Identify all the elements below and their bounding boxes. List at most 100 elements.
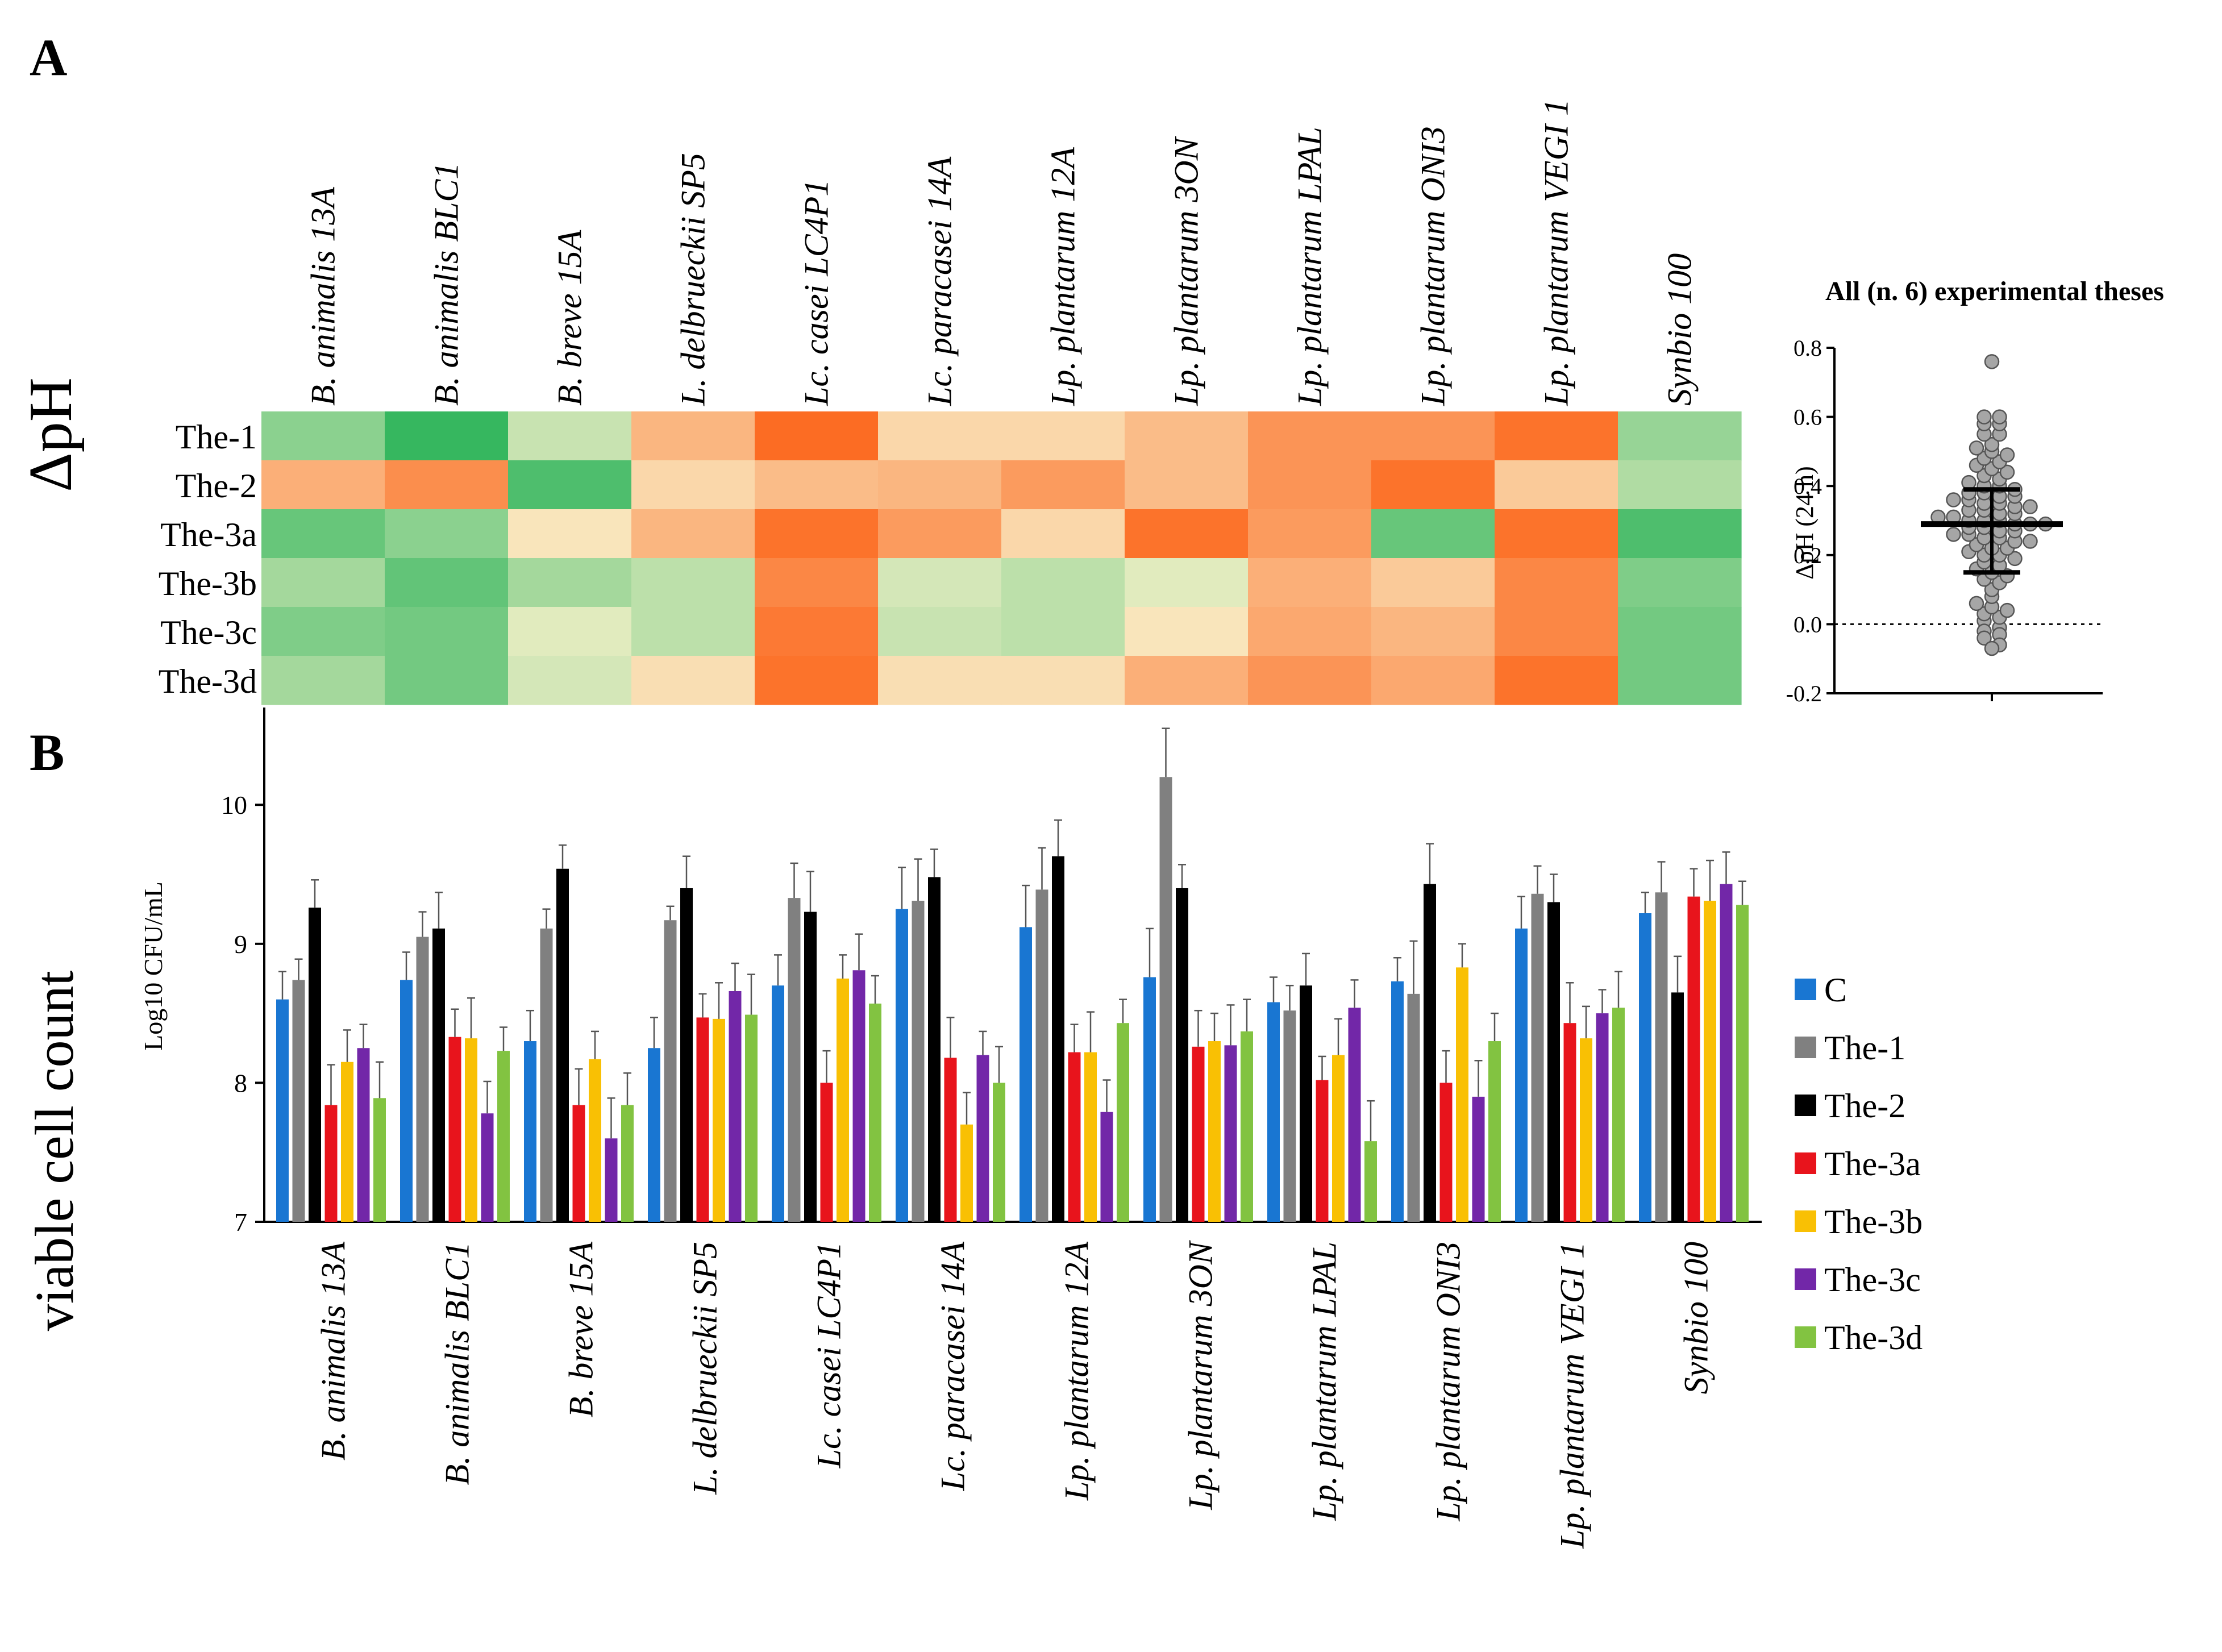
bar-the-3a-lp-plantarum-12a xyxy=(1068,1052,1081,1222)
heatmap-cell-the-3c-lp-plantarum-3on xyxy=(1125,607,1249,656)
heatmap-cell-the-2-l-delbrueckii-sp5 xyxy=(631,460,755,510)
bar-the-1-lc-paracasei-14a xyxy=(912,900,925,1222)
scatter-point xyxy=(1984,354,2000,369)
bar-the-3b-synbio-100 xyxy=(1704,900,1716,1222)
heatmap-cell-the-3d-lp-plantarum-oni3 xyxy=(1371,656,1495,705)
bar-the-1-l-delbrueckii-sp5 xyxy=(664,920,677,1222)
bar-the-3c-lc-casei-lc4p1 xyxy=(852,970,866,1222)
heatmap-row-label: The-3a xyxy=(160,516,257,554)
heatmap-cell-the-1-lp-plantarum-3on xyxy=(1125,411,1249,461)
heatmap-cell-the-3c-l-delbrueckii-sp5 xyxy=(631,607,755,656)
scatter-point xyxy=(1969,596,1984,611)
bar-the-2-b-animalis-13a xyxy=(309,908,321,1222)
scatter-point xyxy=(1999,464,2015,480)
scatter-point xyxy=(2023,499,2038,514)
heatmap-cell-the-2-synbio-100 xyxy=(1618,460,1742,510)
heatmap-cell-the-3b-b-animalis-blc1 xyxy=(385,558,509,607)
panel-b-letter: B xyxy=(30,723,64,781)
heatmap-cell-the-2-lp-plantarum-3on xyxy=(1125,460,1249,510)
heatmap-cell-the-3c-lp-plantarum-lpal xyxy=(1248,607,1372,656)
legend-swatch-c xyxy=(1795,979,1816,1000)
bar-the-2-lp-plantarum-oni3 xyxy=(1424,884,1436,1222)
bar-the-1-lp-plantarum-3on xyxy=(1159,777,1172,1222)
legend-swatch-the-1 xyxy=(1795,1037,1816,1058)
heatmap-column-label: Lc. paracasei 14A xyxy=(921,156,959,406)
heatmap-cell-the-3a-lp-plantarum-12a xyxy=(1001,509,1125,559)
bar-the-3c-lp-plantarum-vegi-1 xyxy=(1596,1013,1609,1222)
heatmap-cell-the-1-lp-plantarum-oni3 xyxy=(1371,411,1495,461)
heatmap-cell-the-2-lp-plantarum-oni3 xyxy=(1371,460,1495,510)
scatter-point xyxy=(2007,551,2023,567)
heatmap-cell-the-3c-lc-casei-lc4p1 xyxy=(755,607,879,656)
bar-the-1-lp-plantarum-lpal xyxy=(1283,1010,1296,1222)
bar-category-label: Lc. casei LC4P1 xyxy=(810,1242,848,1468)
heatmap-cell-the-3a-synbio-100 xyxy=(1618,509,1742,559)
heatmap-cell-the-3d-lp-plantarum-vegi-1 xyxy=(1495,656,1618,705)
heatmap-cell-the-1-synbio-100 xyxy=(1618,411,1742,461)
legend-swatch-the-3a xyxy=(1795,1152,1816,1174)
bar-the-3b-lp-plantarum-oni3 xyxy=(1456,967,1468,1222)
heatmap-column-label: L. delbrueckii SP5 xyxy=(675,153,712,406)
bar-c-lc-paracasei-14a xyxy=(896,909,908,1222)
bar-category-label: Lp. plantarum VEGI 1 xyxy=(1554,1242,1591,1549)
legend-swatch-the-3c xyxy=(1795,1268,1816,1290)
heatmap-cell-the-1-b-animalis-13a xyxy=(261,411,385,461)
scatter-point xyxy=(1999,602,2015,618)
heatmap-cell-the-3a-lc-paracasei-14a xyxy=(878,509,1002,559)
heatmap-cell-the-1-lp-plantarum-vegi-1 xyxy=(1495,411,1618,461)
bar-the-1-synbio-100 xyxy=(1655,892,1668,1222)
panel-a-side-label: ΔpH xyxy=(17,377,85,492)
scatter-y-tick-label: -0.2 xyxy=(1786,681,1822,706)
bar-the-3d-b-animalis-blc1 xyxy=(497,1051,510,1222)
bar-the-3c-lp-plantarum-lpal xyxy=(1348,1008,1361,1222)
scatter-y-tick-label: 0.4 xyxy=(1794,473,1822,499)
legend-swatch-the-2 xyxy=(1795,1095,1816,1116)
bar-the-2-synbio-100 xyxy=(1671,992,1684,1222)
heatmap-cell-the-3c-lp-plantarum-oni3 xyxy=(1371,607,1495,656)
legend-label-the-3b: The-3b xyxy=(1824,1203,1923,1241)
bar-c-lp-plantarum-vegi-1 xyxy=(1515,928,1528,1222)
bar-the-3b-b-breve-15a xyxy=(589,1059,601,1222)
legend-label-the-1: The-1 xyxy=(1824,1029,1905,1067)
heatmap-cell-the-3a-lp-plantarum-vegi-1 xyxy=(1495,509,1618,559)
bar-c-lp-plantarum-oni3 xyxy=(1391,981,1404,1222)
bar-category-label: B. breve 15A xyxy=(563,1242,600,1418)
heatmap-cell-the-3d-synbio-100 xyxy=(1618,656,1742,705)
legend-label-the-3c: The-3c xyxy=(1824,1261,1921,1299)
bar-the-3d-lp-plantarum-vegi-1 xyxy=(1612,1008,1625,1222)
heatmap-cell-the-3a-lc-casei-lc4p1 xyxy=(755,509,879,559)
scatter-point xyxy=(1946,492,1961,507)
bar-the-3a-b-animalis-blc1 xyxy=(448,1037,461,1222)
heatmap-cell-the-3b-l-delbrueckii-sp5 xyxy=(631,558,755,607)
bar-the-3d-lp-plantarum-oni3 xyxy=(1488,1041,1501,1222)
bar-the-3c-synbio-100 xyxy=(1720,884,1733,1222)
bar-the-2-lc-casei-lc4p1 xyxy=(804,912,817,1222)
viable-count-bar-chart: 10 9 8 7 Log10 CFU/mL B. animalis 13A B. anima… xyxy=(139,708,1923,1549)
heatmap-cell-the-3d-lp-plantarum-12a xyxy=(1001,656,1125,705)
heatmap-cell-the-3c-synbio-100 xyxy=(1618,607,1742,656)
bar-c-lp-plantarum-3on xyxy=(1143,977,1156,1222)
heatmap-cell-the-1-lc-paracasei-14a xyxy=(878,411,1002,461)
bar-the-1-b-animalis-13a xyxy=(292,980,305,1222)
bar-the-1-lc-casei-lc4p1 xyxy=(788,898,801,1222)
legend-label-the-2: The-2 xyxy=(1824,1087,1905,1125)
heatmap-cell-the-3d-lc-casei-lc4p1 xyxy=(755,656,879,705)
legend-swatch-the-3b xyxy=(1795,1210,1816,1232)
bar-the-1-lp-plantarum-12a xyxy=(1035,889,1048,1222)
heatmap-cell-the-3b-lp-plantarum-12a xyxy=(1001,558,1125,607)
heatmap-column-label: B. breve 15A xyxy=(551,230,589,406)
bar-y-tick-label: 9 xyxy=(234,930,247,959)
heatmap-cell-the-3a-l-delbrueckii-sp5 xyxy=(631,509,755,559)
bar-category-label: Synbio 100 xyxy=(1678,1242,1715,1394)
bar-the-3a-lc-casei-lc4p1 xyxy=(820,1083,833,1222)
heatmap-cell-the-3a-lp-plantarum-3on xyxy=(1125,509,1249,559)
bar-category-label: Lp. plantarum LPAL xyxy=(1306,1242,1343,1521)
bar-the-2-lp-plantarum-3on xyxy=(1176,888,1188,1222)
heatmap-cell-the-3b-lc-paracasei-14a xyxy=(878,558,1002,607)
bar-y-label: Log10 CFU/mL xyxy=(139,881,168,1051)
heatmap-cell-the-2-b-breve-15a xyxy=(508,460,632,510)
bar-the-3a-lp-plantarum-vegi-1 xyxy=(1563,1023,1576,1222)
bar-the-3d-lp-plantarum-3on xyxy=(1241,1031,1253,1222)
heatmap-cell-the-3a-lp-plantarum-oni3 xyxy=(1371,509,1495,559)
